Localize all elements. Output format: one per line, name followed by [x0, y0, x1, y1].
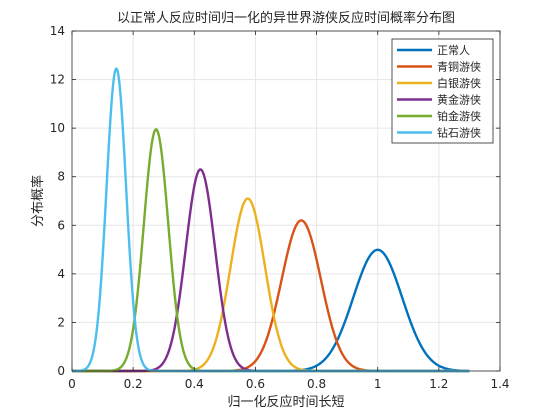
legend-label: 青铜游侠	[437, 60, 481, 74]
x-tick-label: 1.2	[429, 377, 448, 391]
x-tick-label: 0	[68, 377, 76, 391]
x-tick-label: 0.8	[307, 377, 326, 391]
legend-box	[391, 38, 494, 144]
legend-label: 白银游侠	[437, 76, 481, 90]
y-tick-label: 0	[57, 364, 65, 378]
legend-label: 铂金游侠	[437, 109, 481, 123]
x-tick-label: 1	[374, 377, 382, 391]
y-tick-label: 4	[57, 267, 65, 281]
y-tick-label: 8	[57, 170, 65, 184]
plot-frame	[71, 30, 501, 372]
x-tick-label: 0.6	[246, 377, 265, 391]
y-tick-label: 6	[57, 218, 65, 232]
x-tick-label: 0.2	[124, 377, 143, 391]
legend-label: 钻石游侠	[437, 126, 481, 140]
x-tick-label: 1.4	[490, 377, 509, 391]
y-tick-label: 2	[57, 315, 65, 329]
chart-title: 以正常人反应时间归一化的异世界游侠反应时间概率分布图	[117, 10, 455, 26]
y-axis-label: 分布概率	[30, 175, 46, 227]
y-tick-label: 10	[50, 121, 65, 135]
y-tick-label: 12	[50, 73, 65, 87]
x-axis-label: 归一化反应时间长短	[227, 394, 344, 410]
legend-label: 黄金游侠	[437, 93, 481, 107]
x-tick-label: 0.4	[185, 377, 204, 391]
y-tick-label: 14	[50, 24, 65, 38]
ticks: 0 0.2 0.4 0.6 0.8 1 1.2 1.4 0 2 4 6 8 10 12 14	[50, 24, 510, 391]
legend-label: 正常人	[437, 44, 470, 57]
